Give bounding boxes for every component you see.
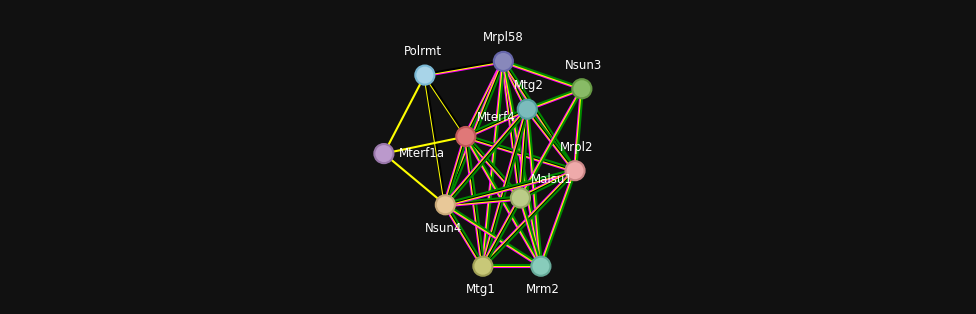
Circle shape bbox=[517, 100, 537, 119]
Circle shape bbox=[565, 161, 585, 180]
Text: Mtg2: Mtg2 bbox=[514, 79, 544, 92]
Text: Mtg1: Mtg1 bbox=[467, 283, 496, 296]
Circle shape bbox=[531, 257, 550, 276]
Text: Mrpl58: Mrpl58 bbox=[483, 31, 524, 44]
Circle shape bbox=[416, 66, 434, 85]
Circle shape bbox=[456, 127, 475, 146]
Circle shape bbox=[473, 257, 493, 276]
Text: Polrmt: Polrmt bbox=[404, 45, 442, 58]
Circle shape bbox=[572, 79, 591, 98]
Circle shape bbox=[510, 188, 530, 208]
Text: Mterf4: Mterf4 bbox=[476, 111, 515, 123]
Circle shape bbox=[435, 195, 455, 214]
Circle shape bbox=[494, 52, 513, 71]
Text: Nsun4: Nsun4 bbox=[425, 222, 463, 235]
Text: Mrm2: Mrm2 bbox=[526, 283, 559, 296]
Circle shape bbox=[375, 144, 393, 163]
Text: Mterf1a: Mterf1a bbox=[398, 147, 445, 160]
Text: Malsu1: Malsu1 bbox=[531, 173, 573, 186]
Text: Nsun3: Nsun3 bbox=[565, 59, 602, 72]
Text: Mrpl2: Mrpl2 bbox=[560, 141, 593, 154]
